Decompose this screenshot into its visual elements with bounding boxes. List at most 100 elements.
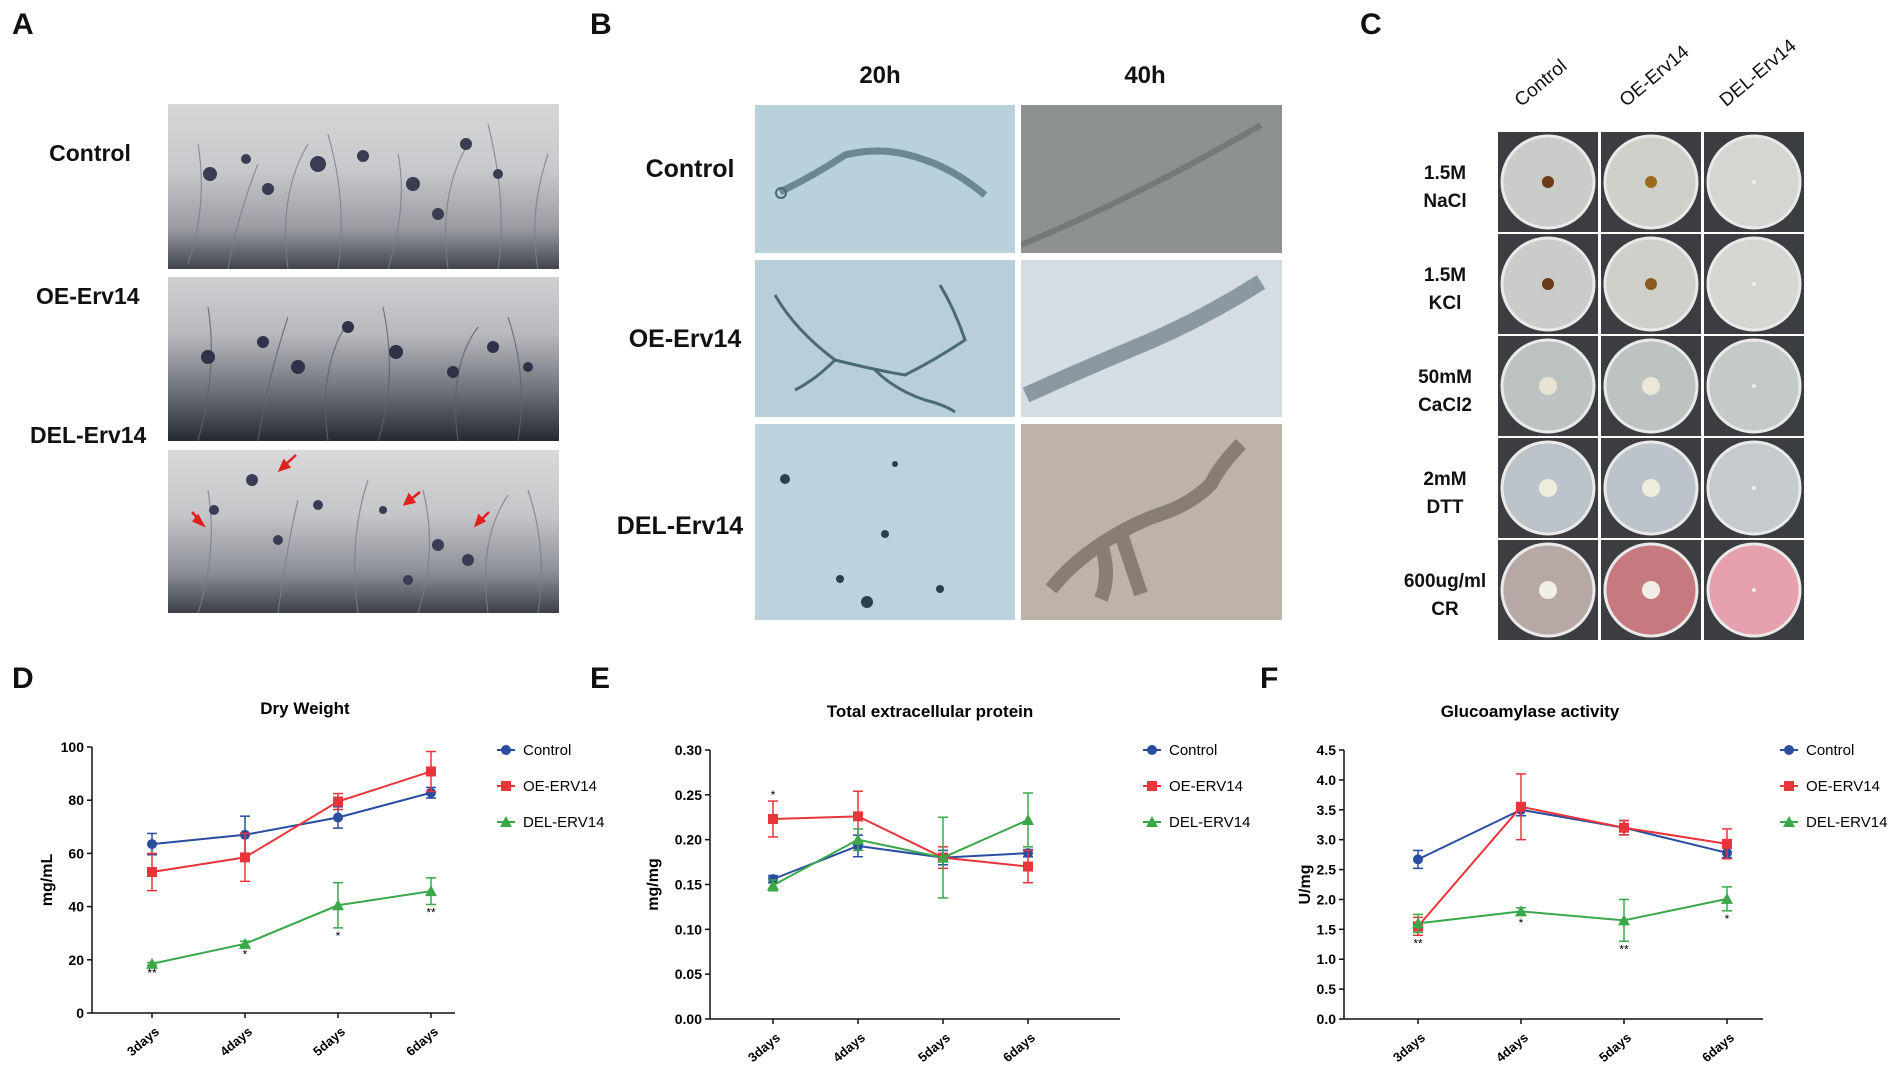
panel-b-photo-control-20h bbox=[755, 105, 1015, 253]
significance-annotation: ** bbox=[1413, 936, 1423, 950]
x-tick-label: 3days bbox=[124, 1024, 162, 1059]
panel-c-col-label-control: Control bbox=[1510, 55, 1572, 112]
y-tick-label: 2.0 bbox=[1317, 891, 1337, 907]
panel-b-photo-oe-40h bbox=[1021, 260, 1282, 417]
petri-plate bbox=[1601, 234, 1701, 334]
legend-item: Control bbox=[1143, 742, 1217, 759]
data-point bbox=[1618, 914, 1630, 926]
chart-title: Total extracellular protein bbox=[827, 702, 1034, 721]
y-tick-label: 0.20 bbox=[675, 832, 702, 848]
y-tick-label: 1.5 bbox=[1317, 921, 1337, 937]
series-line-oe-erv14 bbox=[1417, 805, 1728, 927]
x-tick-label: 6days bbox=[403, 1024, 441, 1059]
y-tick-label: 60 bbox=[68, 845, 84, 861]
data-point bbox=[1516, 801, 1526, 812]
y-tick-label: 4.0 bbox=[1317, 772, 1337, 788]
x-tick-label: 4days bbox=[217, 1024, 255, 1059]
data-point bbox=[1721, 892, 1733, 904]
series-line-control bbox=[151, 791, 432, 846]
petri-plate bbox=[1601, 438, 1701, 538]
data-point bbox=[1023, 861, 1033, 872]
legend-label: DEL-ERV14 bbox=[1806, 814, 1887, 831]
legend-label: DEL-ERV14 bbox=[523, 814, 604, 831]
y-axis-label: mg/mg bbox=[645, 858, 662, 910]
panel-label-f: F bbox=[1260, 662, 1279, 695]
data-point bbox=[1412, 917, 1424, 929]
petri-plate bbox=[1498, 438, 1598, 538]
petri-plate bbox=[1498, 234, 1598, 334]
chart-total-extracellular-protein: Total extracellular protein mg/mg 0.00 0.05… bbox=[645, 702, 1250, 1065]
significance-annotation: ** bbox=[426, 905, 436, 919]
data-point bbox=[240, 852, 250, 863]
data-point bbox=[332, 899, 344, 911]
y-tick-label: 1.0 bbox=[1317, 951, 1337, 967]
panel-a-row-label-del: DEL-Erv14 bbox=[30, 422, 147, 448]
chart-glucoamylase-activity: Glucoamylase activity U/mg 0.0 0.5 1.0 1.5 2.0… bbox=[1297, 702, 1887, 1065]
panel-c-col-label-del: DEL-Erv14 bbox=[1715, 35, 1801, 112]
y-tick-label: 100 bbox=[61, 739, 85, 755]
legend-label: OE-ERV14 bbox=[1169, 778, 1243, 795]
significance-annotation: * bbox=[1519, 916, 1524, 930]
x-tick-label: 3days bbox=[745, 1030, 783, 1065]
data-point bbox=[937, 851, 949, 863]
x-tick-label: 3days bbox=[1390, 1030, 1428, 1065]
petri-plate bbox=[1601, 132, 1701, 232]
data-point bbox=[426, 787, 436, 798]
arrow-icon bbox=[191, 454, 490, 528]
data-point bbox=[1619, 822, 1629, 833]
panel-c-condition-cacl2: 50mM CaCl2 bbox=[1418, 367, 1472, 416]
x-tick-label: 5days bbox=[915, 1030, 953, 1065]
legend-label: Control bbox=[523, 742, 571, 759]
data-point bbox=[768, 814, 778, 825]
significance-annotation: ** bbox=[147, 966, 157, 980]
chart-title: Dry Weight bbox=[260, 699, 350, 718]
data-point bbox=[426, 766, 436, 777]
y-tick-label: 0.5 bbox=[1317, 981, 1337, 997]
legend-item: OE-ERV14 bbox=[1143, 778, 1243, 795]
legend-item: OE-ERV14 bbox=[1780, 778, 1880, 795]
panel-b-col-label-40h: 40h bbox=[1124, 62, 1166, 89]
data-point bbox=[147, 867, 157, 878]
data-point bbox=[768, 874, 778, 885]
petri-plate bbox=[1704, 336, 1804, 436]
panel-b-row-label-del: DEL-Erv14 bbox=[616, 512, 744, 540]
panel-b-photo-control-40h bbox=[1021, 105, 1282, 253]
legend-item: DEL-ERV14 bbox=[1780, 814, 1887, 831]
conidiophore-illustration bbox=[187, 123, 549, 269]
y-tick-label: 0.0 bbox=[1317, 1011, 1337, 1027]
panel-c-plate-grid bbox=[1498, 132, 1804, 642]
y-tick-label: 0.05 bbox=[675, 966, 702, 982]
panel-c-condition-cr: 600ug/ml CR bbox=[1403, 571, 1487, 620]
petri-plate bbox=[1498, 540, 1598, 640]
panel-label-e: E bbox=[590, 662, 611, 695]
petri-plate bbox=[1498, 132, 1598, 232]
panel-label-b: B bbox=[590, 8, 612, 41]
y-tick-label: 0.25 bbox=[675, 787, 702, 803]
panel-c-condition-kcl: 1.5M KCl bbox=[1423, 265, 1467, 314]
significance-annotation: * bbox=[336, 929, 341, 943]
y-tick-label: 2.5 bbox=[1317, 862, 1337, 878]
petri-plate bbox=[1601, 336, 1701, 436]
y-tick-label: 20 bbox=[68, 952, 84, 968]
panel-a-row-label-control: Control bbox=[49, 140, 131, 166]
x-tick-label: 6days bbox=[1699, 1030, 1737, 1065]
legend-item: DEL-ERV14 bbox=[1143, 814, 1250, 831]
panel-a-row-label-oe: OE-Erv14 bbox=[36, 283, 140, 309]
data-point bbox=[239, 937, 251, 949]
significance-annotation: * bbox=[1725, 912, 1730, 926]
significance-annotation: ** bbox=[1619, 942, 1629, 956]
petri-plate bbox=[1704, 234, 1804, 334]
data-point bbox=[425, 885, 437, 897]
legend-label: Control bbox=[1806, 742, 1854, 759]
data-point bbox=[1413, 854, 1423, 865]
petri-plate bbox=[1704, 438, 1804, 538]
significance-annotation: * bbox=[243, 948, 248, 962]
y-axis-label: mg/mL bbox=[39, 854, 56, 907]
panel-b-row-label-oe: OE-Erv14 bbox=[628, 325, 742, 353]
y-tick-label: 40 bbox=[68, 899, 84, 915]
petri-plate bbox=[1704, 132, 1804, 232]
y-tick-label: 0 bbox=[76, 1005, 84, 1021]
data-point bbox=[333, 796, 343, 807]
series-line-del-erv14 bbox=[772, 819, 1029, 887]
y-tick-label: 3.0 bbox=[1317, 832, 1337, 848]
